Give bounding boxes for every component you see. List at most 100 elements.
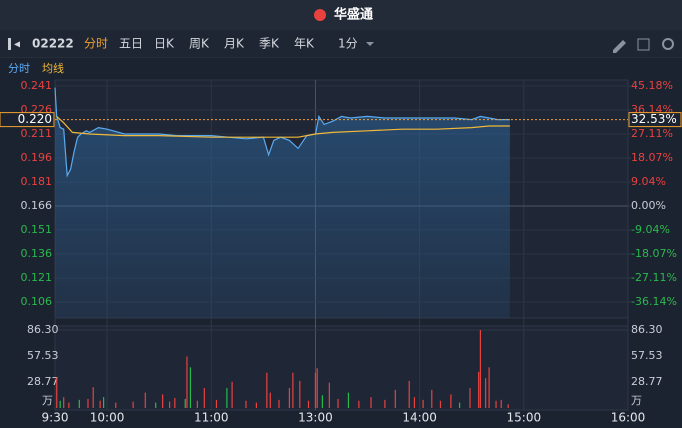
volume-bar [488, 367, 490, 408]
y-tick-label: 86.30 [27, 323, 59, 336]
period-tab[interactable]: 周K [189, 37, 210, 51]
volume-bar [144, 392, 146, 408]
logo: 华盛通 [334, 7, 373, 23]
x-tick-label: 16:00 [611, 411, 646, 425]
y2-tick-label: -27.11% [631, 271, 677, 284]
header-bar [0, 0, 682, 30]
volume-bar [68, 402, 70, 408]
price-area [55, 87, 510, 318]
toolbar [0, 30, 682, 58]
volume-bar [422, 399, 424, 408]
volume-bar [174, 398, 176, 408]
volume-bar [78, 399, 80, 408]
period-tab[interactable]: 月K [224, 37, 245, 51]
draw-icon[interactable] [613, 40, 626, 53]
y-tick-label: 0.136 [21, 247, 53, 260]
volume-bar [299, 380, 301, 408]
volume-bar [186, 356, 188, 408]
x-tick-label: 9:30 [42, 411, 69, 425]
volume-bar [59, 400, 61, 408]
volume-bar [132, 401, 134, 408]
settings-icon[interactable] [662, 38, 674, 50]
period-tab[interactable]: 分时 [84, 37, 108, 51]
y2-tick-label: 86.30 [631, 323, 663, 336]
volume-bar [507, 404, 509, 408]
price-line [54, 87, 510, 178]
volume-bar [269, 392, 271, 408]
volume-bar [478, 371, 480, 408]
y-tick-label: 0.151 [21, 223, 53, 236]
volume-bar [314, 372, 317, 408]
period-tab[interactable]: 五日 [119, 37, 143, 51]
collapse-icon[interactable] [8, 38, 11, 50]
interval[interactable]: 1分 [338, 37, 358, 51]
volume-bar [469, 388, 471, 408]
unit-label: 万 [631, 394, 642, 407]
period-tab[interactable]: 日K [154, 37, 175, 51]
y2-tick-label: -18.07% [631, 247, 677, 260]
volume-bar [155, 402, 157, 408]
volume-bar [63, 397, 65, 408]
y-tick-label: 0.121 [21, 271, 53, 284]
y2-tick-label: -36.14% [631, 295, 677, 308]
volume-bar [245, 400, 247, 408]
volume-bar [413, 397, 416, 408]
expand-icon[interactable] [637, 38, 650, 51]
volume-bar [92, 387, 94, 408]
volume-bar [288, 388, 291, 408]
volume-bar [458, 402, 461, 408]
volume-bar [328, 382, 330, 408]
logo-icon [314, 9, 326, 21]
y2-tick-label: 28.77 [631, 375, 663, 388]
last-price-label: 0.220 [18, 112, 52, 126]
volume-bar [358, 400, 360, 408]
volume-bar [87, 398, 89, 408]
volume-bar [115, 402, 117, 408]
y-tick-label: 0.241 [21, 79, 53, 92]
x-tick-label: 11:00 [194, 411, 229, 425]
volume-bar [408, 380, 410, 408]
legend-bar [0, 58, 682, 78]
y-tick-label: 0.166 [21, 199, 53, 212]
period-tab[interactable]: 季K [259, 37, 280, 51]
x-tick-label: 15:00 [507, 411, 542, 425]
volume-bar [56, 377, 58, 408]
volume-bar [226, 388, 228, 408]
legend-entry: 分时 [8, 62, 30, 75]
dropdown-arrow[interactable] [366, 42, 374, 46]
volume-bar [347, 392, 350, 408]
volume-bar [500, 399, 502, 408]
x-tick-label: 13:00 [298, 411, 333, 425]
volume-bar [292, 372, 294, 408]
y2-tick-label: -9.04% [631, 223, 670, 236]
volume-bar [189, 367, 192, 408]
unit-label: 万 [42, 394, 53, 407]
y-tick-label: 0.181 [21, 175, 53, 188]
last-change-label: 32.53% [631, 112, 677, 126]
volume-bar [431, 389, 433, 408]
stock-code: 02222 [32, 37, 74, 51]
y2-tick-label: 45.18% [631, 79, 673, 92]
x-tick-label: 10:00 [90, 411, 125, 425]
volume-bar [231, 381, 233, 408]
volume-bar [495, 400, 497, 408]
volume-bar [169, 401, 171, 408]
legend-entry: 均线 [42, 61, 64, 75]
volume-bar [162, 394, 164, 408]
volume-bar [203, 388, 205, 408]
volume-bar [307, 400, 310, 408]
y2-tick-label: 9.04% [631, 175, 666, 188]
volume-bar [278, 399, 280, 408]
volume-panel [54, 325, 629, 411]
volume-bar [266, 372, 268, 408]
volume-bar [384, 399, 386, 408]
y-tick-label: 0.196 [21, 151, 53, 164]
volume-bar [184, 398, 186, 408]
volume-bar [394, 389, 396, 408]
y2-tick-label: 27.11% [631, 127, 673, 140]
y2-tick-label: 57.53 [631, 349, 663, 362]
volume-bar [321, 395, 323, 408]
y-tick-label: 0.211 [21, 127, 53, 140]
period-tab[interactable]: 年K [294, 37, 315, 51]
last-price-box [0, 112, 55, 128]
